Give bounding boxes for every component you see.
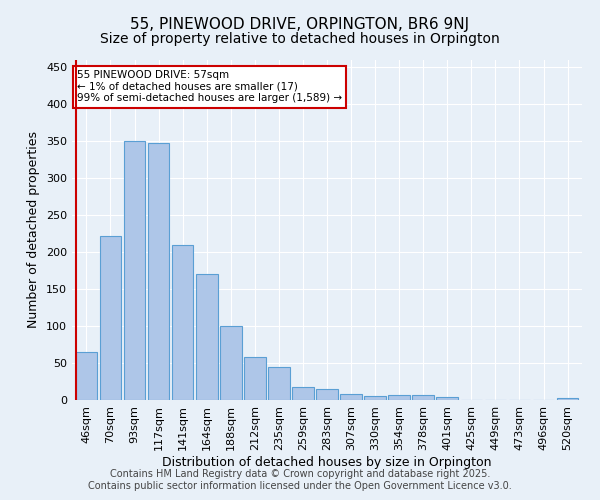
Bar: [412, 395, 434, 400]
Bar: [436, 397, 458, 400]
Bar: [172, 245, 193, 400]
Bar: [220, 326, 242, 400]
Text: Contains HM Land Registry data © Crown copyright and database right 2025.
Contai: Contains HM Land Registry data © Crown c…: [88, 469, 512, 491]
Text: 55 PINEWOOD DRIVE: 57sqm
← 1% of detached houses are smaller (17)
99% of semi-de: 55 PINEWOOD DRIVE: 57sqm ← 1% of detache…: [77, 70, 342, 103]
Bar: [316, 389, 338, 400]
X-axis label: Distribution of detached houses by size in Orpington: Distribution of detached houses by size …: [162, 456, 492, 468]
Bar: [364, 396, 386, 400]
Bar: [148, 143, 169, 400]
Bar: [268, 368, 290, 400]
Bar: [124, 142, 145, 400]
Bar: [557, 398, 578, 400]
Bar: [388, 395, 410, 400]
Bar: [244, 357, 266, 400]
Bar: [292, 386, 314, 400]
Text: 55, PINEWOOD DRIVE, ORPINGTON, BR6 9NJ: 55, PINEWOOD DRIVE, ORPINGTON, BR6 9NJ: [130, 18, 470, 32]
Y-axis label: Number of detached properties: Number of detached properties: [28, 132, 40, 328]
Text: Size of property relative to detached houses in Orpington: Size of property relative to detached ho…: [100, 32, 500, 46]
Bar: [100, 236, 121, 400]
Bar: [76, 352, 97, 400]
Bar: [196, 274, 218, 400]
Bar: [340, 394, 362, 400]
